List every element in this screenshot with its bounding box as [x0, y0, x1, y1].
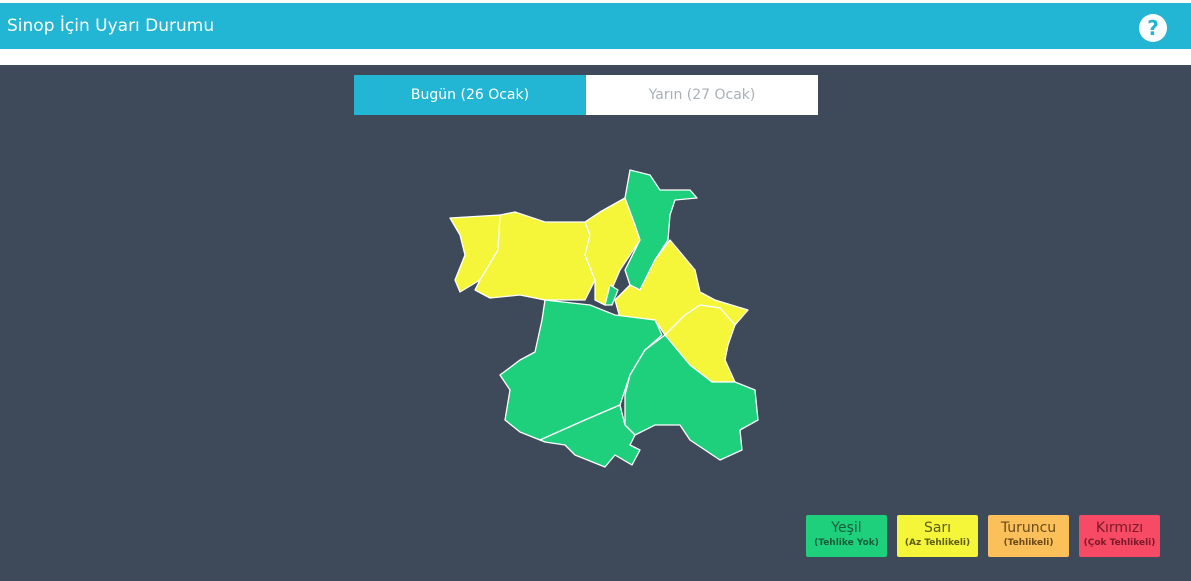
header-bar: Sinop İçin Uyarı Durumu ? [0, 3, 1191, 49]
legend-label: Sarı [923, 520, 952, 536]
legend-desc: (Az Tehlikeli) [904, 538, 971, 548]
day-tabs: Bugün (26 Ocak) Yarın (27 Ocak) [354, 75, 818, 115]
legend-orange: Turuncu (Tehlikeli) [988, 515, 1069, 557]
top-border [0, 0, 1191, 3]
tab-tomorrow[interactable]: Yarın (27 Ocak) [586, 75, 818, 115]
legend-desc: (Çok Tehlikeli) [1083, 538, 1156, 548]
district-region[interactable] [624, 334, 759, 461]
legend-label: Yeşil [831, 520, 862, 536]
legend-green: Yeşil (Tehlike Yok) [806, 515, 887, 557]
legend-desc: (Tehlikeli) [1003, 538, 1054, 548]
help-icon[interactable]: ? [1139, 14, 1167, 42]
legend-desc: (Tehlike Yok) [814, 538, 879, 548]
legend-yellow: Sarı (Az Tehlikeli) [897, 515, 978, 557]
legend-label: Kırmızı [1095, 520, 1144, 536]
legend-red: Kırmızı (Çok Tehlikeli) [1079, 515, 1160, 557]
district-region[interactable] [539, 404, 641, 468]
page-title: Sinop İçin Uyarı Durumu [7, 16, 215, 36]
legend-label: Turuncu [1000, 520, 1057, 536]
tab-today[interactable]: Bugün (26 Ocak) [354, 75, 586, 115]
legend: Yeşil (Tehlike Yok) Sarı (Az Tehlikeli) Tu… [806, 515, 1160, 557]
header-divider [0, 49, 1191, 65]
district-region[interactable] [474, 211, 596, 301]
district-region[interactable] [604, 284, 619, 306]
